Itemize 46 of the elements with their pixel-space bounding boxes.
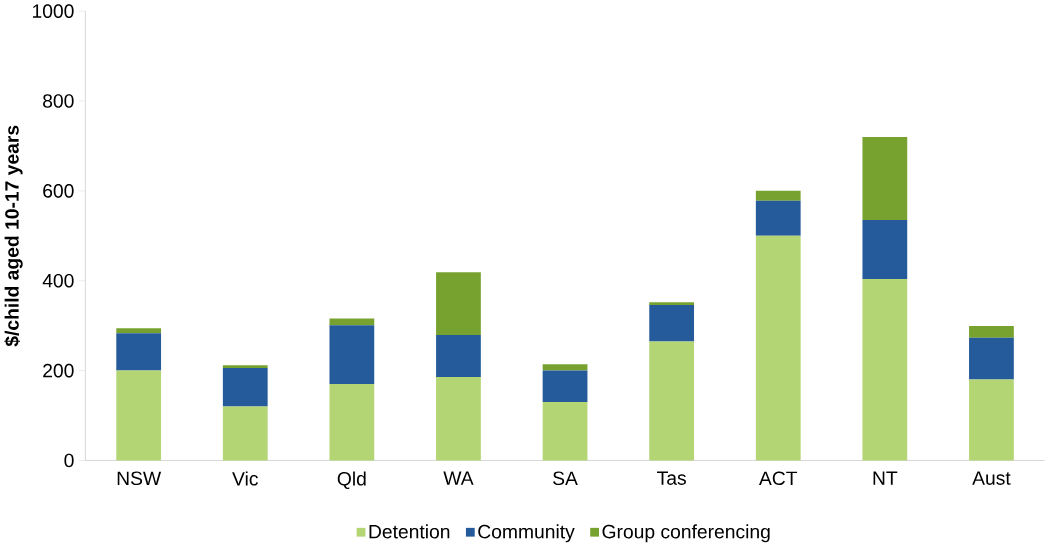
bar (436, 272, 481, 335)
bar (862, 278, 908, 461)
bar (755, 200, 801, 236)
bar (862, 219, 908, 279)
x-tick-label: Tas (657, 471, 686, 485)
y-tick-label: 0 (64, 453, 74, 468)
x-tick-label: ACT (759, 471, 798, 485)
y-tick-label: 600 (43, 183, 74, 198)
bar (542, 401, 588, 461)
bar (116, 370, 162, 461)
x-tick-label: Qld (337, 471, 366, 489)
bar (329, 325, 375, 384)
bar (116, 328, 162, 334)
bar (649, 302, 695, 305)
bar (969, 325, 1014, 338)
bar (969, 379, 1014, 461)
bar (862, 136, 908, 220)
bar (329, 318, 375, 326)
y-tick-label: 1000 (32, 4, 74, 18)
bar (116, 333, 162, 371)
bar (542, 370, 588, 402)
bar (649, 341, 695, 461)
x-tick-label: Aust (972, 471, 1011, 485)
x-tick-label: SA (553, 471, 578, 485)
y-tick-label: 400 (42, 273, 74, 288)
bar (755, 190, 801, 201)
bar (542, 364, 588, 371)
legend-label: Group conferencing (602, 524, 770, 543)
bar (222, 365, 268, 368)
bar (649, 304, 695, 342)
legend-label: Community (478, 524, 575, 543)
y-tick-label: 200 (43, 363, 74, 378)
bar (222, 367, 268, 407)
bar (329, 383, 375, 461)
bar (436, 376, 481, 461)
legend-label: Detention (369, 524, 450, 539)
y-axis-title: $/child aged 10-17 years (4, 125, 23, 347)
y-tick-label: 800 (43, 93, 74, 108)
x-tick-label: WA (443, 471, 474, 485)
bar (755, 235, 801, 461)
x-tick-label: NT (873, 471, 898, 485)
x-tick-label: NSW (117, 471, 162, 485)
bar (969, 337, 1014, 380)
bar (436, 334, 481, 377)
bar (222, 406, 268, 461)
x-tick-label: Vic (232, 471, 258, 486)
